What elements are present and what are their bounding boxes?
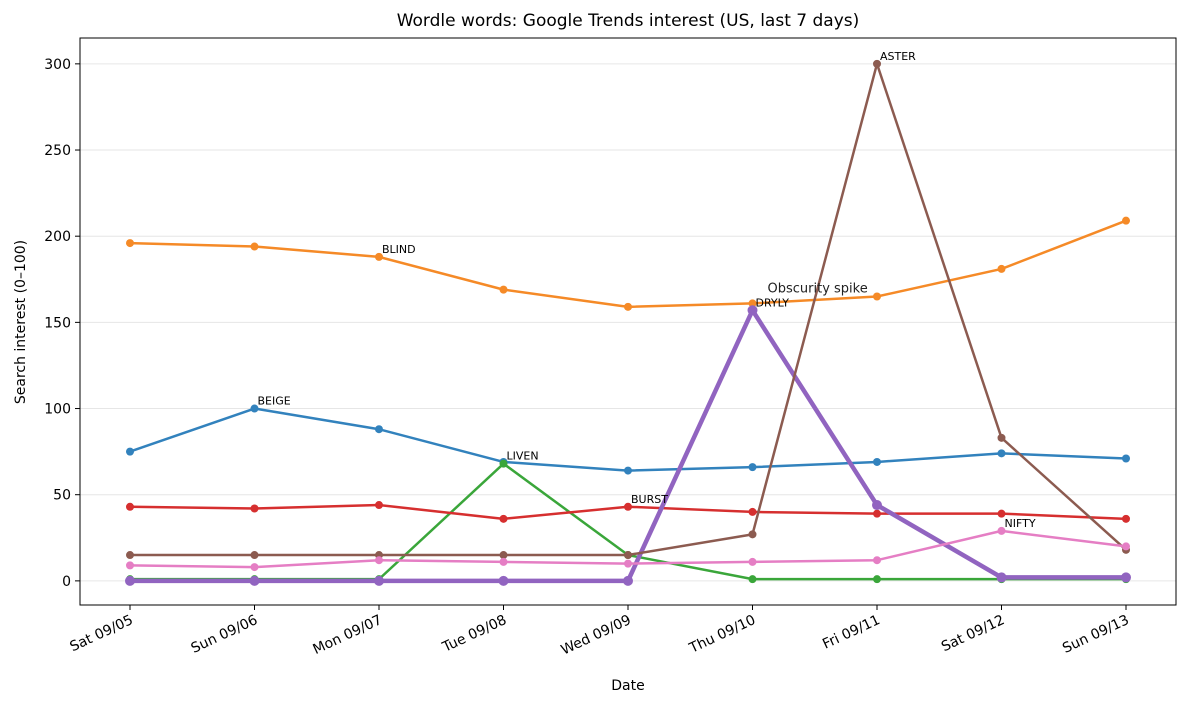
data-point [126, 502, 134, 511]
y-tick-label: 150 [44, 315, 71, 331]
data-point [126, 239, 134, 248]
data-point [498, 575, 509, 586]
series-beige [126, 404, 1130, 475]
data-point [499, 557, 508, 566]
data-point [375, 556, 383, 565]
data-point [873, 59, 881, 68]
data-point [996, 572, 1007, 583]
data-point [873, 292, 881, 301]
data-point [1121, 572, 1131, 583]
data-point [997, 526, 1006, 535]
point-label-dryly: DRYLY [756, 296, 790, 309]
data-point [997, 449, 1006, 458]
data-point [374, 575, 384, 586]
data-point [747, 305, 758, 316]
point-label-beige: BEIGE [258, 395, 291, 408]
point-label-nifty: NIFTY [1005, 517, 1036, 530]
data-point [624, 559, 632, 568]
series-blind [126, 216, 1130, 311]
data-point [748, 575, 757, 584]
data-point [748, 530, 757, 539]
point-label-aster: ASTER [880, 50, 916, 63]
y-tick-label: 200 [44, 229, 71, 245]
data-point [997, 264, 1006, 273]
annotation: Obscurity spike [768, 282, 868, 297]
data-point [499, 285, 508, 294]
x-axis-label: Date [611, 678, 644, 694]
data-point [499, 514, 508, 523]
data-point [126, 551, 134, 560]
data-point [873, 509, 881, 518]
data-point [1122, 216, 1130, 225]
point-label-blind: BLIND [382, 243, 416, 256]
data-point [624, 551, 632, 560]
data-point [125, 575, 135, 586]
series-nifty [126, 526, 1130, 572]
y-tick-label: 100 [44, 402, 71, 418]
data-point [1122, 454, 1130, 463]
data-point [250, 504, 259, 513]
data-point [872, 500, 882, 511]
data-point [249, 575, 260, 586]
data-point [499, 551, 508, 560]
point-labels: BEIGE BLIND LIVEN BURST DRYLY ASTER NIFTY Obscu… [258, 50, 1036, 530]
data-point [873, 556, 881, 565]
data-point [997, 433, 1006, 442]
data-point [624, 302, 632, 311]
data-point [624, 502, 632, 511]
data-point [250, 551, 259, 560]
data-point [873, 575, 881, 584]
data-point [499, 459, 508, 468]
data-point [748, 299, 757, 308]
data-point [623, 575, 633, 586]
series-layer [125, 59, 1131, 586]
point-label-burst: BURST [631, 493, 668, 506]
data-point [375, 501, 383, 510]
data-point [250, 242, 259, 251]
chart-title: Wordle words: Google Trends interest (US… [397, 11, 860, 31]
data-point [250, 404, 259, 413]
y-tick-label: 0 [62, 574, 71, 590]
data-point [748, 463, 757, 472]
data-point [624, 466, 632, 475]
data-point [1122, 542, 1130, 551]
series-aster [126, 59, 1130, 560]
data-point [748, 557, 757, 566]
data-point [1122, 514, 1130, 523]
y-axis-label: Search interest (0–100) [13, 240, 29, 404]
data-point [873, 457, 881, 466]
y-tick-label: 300 [44, 57, 71, 73]
data-point [126, 447, 134, 456]
data-point [126, 561, 134, 570]
series-burst [126, 501, 1130, 523]
data-point [250, 563, 259, 572]
series-dryly [125, 305, 1131, 586]
y-tick-label: 250 [44, 143, 71, 159]
data-point [375, 252, 383, 261]
data-point [997, 509, 1006, 518]
point-label-liven: LIVEN [507, 450, 539, 463]
data-point [748, 507, 757, 516]
y-tick-label: 50 [53, 488, 71, 504]
gridlines [80, 63, 1176, 582]
data-point [375, 425, 383, 434]
y-axis-ticks: 0 50 100 150 200 250 300 [44, 57, 80, 590]
